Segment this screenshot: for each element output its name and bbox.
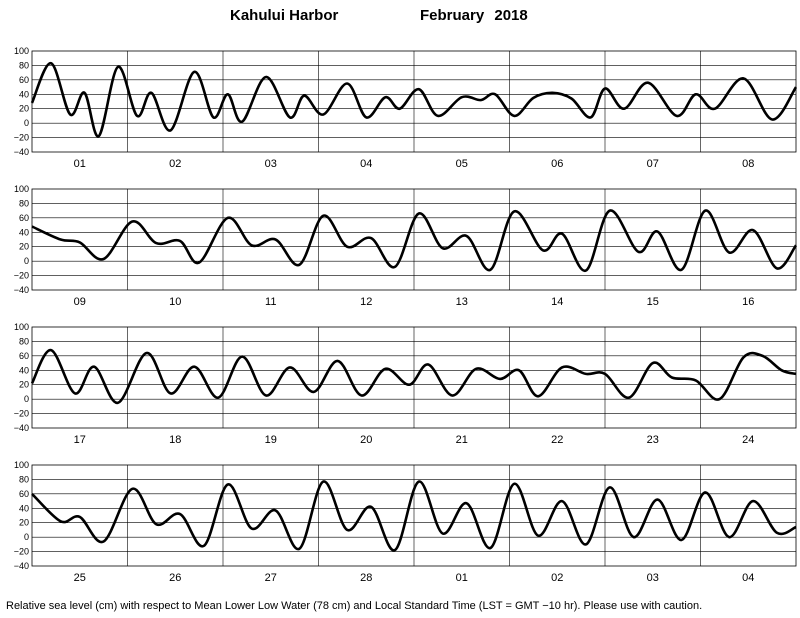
day-label: 01 xyxy=(456,572,468,584)
day-label: 15 xyxy=(647,296,659,308)
y-tick-label: −20 xyxy=(14,271,29,281)
day-label: 27 xyxy=(265,572,277,584)
y-tick-label: 40 xyxy=(19,89,29,99)
day-label: 23 xyxy=(647,434,659,446)
day-label: 02 xyxy=(169,158,181,170)
y-tick-label: 80 xyxy=(19,474,29,484)
sea-level-line xyxy=(30,348,797,405)
y-tick-label: 0 xyxy=(24,394,29,404)
y-tick-label: −20 xyxy=(14,409,29,419)
day-label: 04 xyxy=(742,572,754,584)
y-tick-label: 60 xyxy=(19,213,29,223)
day-label: 02 xyxy=(551,572,563,584)
y-tick-label: 40 xyxy=(19,365,29,375)
y-tick-label: 40 xyxy=(19,503,29,513)
y-tick-label: 60 xyxy=(19,351,29,361)
y-tick-label: 60 xyxy=(19,75,29,85)
y-tick-label: 20 xyxy=(19,380,29,390)
y-tick-label: 100 xyxy=(14,322,29,332)
day-label: 08 xyxy=(742,158,754,170)
chart-title-period: February 2018 xyxy=(420,7,528,24)
day-label: 14 xyxy=(551,296,563,308)
y-tick-label: −40 xyxy=(14,147,29,157)
sea-level-line xyxy=(31,209,798,272)
day-label: 04 xyxy=(360,158,372,170)
day-label: 13 xyxy=(456,296,468,308)
day-label: 21 xyxy=(456,434,468,446)
day-label: 03 xyxy=(647,572,659,584)
y-tick-label: 20 xyxy=(19,518,29,528)
y-tick-label: 80 xyxy=(19,198,29,208)
y-tick-label: 100 xyxy=(14,460,29,470)
day-label: 05 xyxy=(456,158,468,170)
day-label: 01 xyxy=(74,158,86,170)
y-tick-label: −40 xyxy=(14,423,29,433)
day-label: 28 xyxy=(360,572,372,584)
day-label: 07 xyxy=(647,158,659,170)
sea-level-line xyxy=(31,480,797,552)
y-tick-label: 0 xyxy=(24,118,29,128)
y-tick-label: −40 xyxy=(14,561,29,571)
day-label: 06 xyxy=(551,158,563,170)
y-tick-label: 20 xyxy=(19,242,29,252)
day-label: 11 xyxy=(265,296,276,308)
day-label: 09 xyxy=(74,296,86,308)
y-tick-label: 0 xyxy=(24,256,29,266)
y-tick-label: 60 xyxy=(19,489,29,499)
day-label: 18 xyxy=(169,434,181,446)
y-tick-label: 20 xyxy=(19,104,29,114)
y-tick-label: −40 xyxy=(14,285,29,295)
y-tick-label: 100 xyxy=(14,46,29,56)
day-label: 17 xyxy=(74,434,86,446)
y-tick-label: −20 xyxy=(14,133,29,143)
y-tick-label: 40 xyxy=(19,227,29,237)
sea-level-line xyxy=(30,62,798,138)
day-label: 16 xyxy=(742,296,754,308)
y-tick-label: −20 xyxy=(14,547,29,557)
day-label: 03 xyxy=(265,158,277,170)
y-tick-label: 80 xyxy=(19,60,29,70)
chart-title-location: Kahului Harbor xyxy=(230,7,339,24)
day-label: 25 xyxy=(74,572,86,584)
y-tick-label: 100 xyxy=(14,184,29,194)
footer-note: Relative sea level (cm) with respect to … xyxy=(6,600,703,612)
day-label: 10 xyxy=(169,296,181,308)
y-tick-label: 0 xyxy=(24,532,29,542)
y-tick-label: 80 xyxy=(19,336,29,346)
day-label: 20 xyxy=(360,434,372,446)
day-label: 22 xyxy=(551,434,563,446)
day-label: 19 xyxy=(265,434,277,446)
day-label: 26 xyxy=(169,572,181,584)
day-label: 24 xyxy=(742,434,754,446)
day-label: 12 xyxy=(360,296,372,308)
